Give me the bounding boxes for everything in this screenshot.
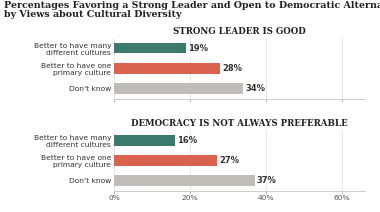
Text: by Views about Cultural Diversity: by Views about Cultural Diversity (4, 10, 181, 18)
Text: Percentages Favoring a Strong Leader and Open to Democratic Alternatives: Percentages Favoring a Strong Leader and… (4, 1, 380, 10)
Bar (114, 63, 220, 74)
Bar (114, 155, 217, 166)
Text: 37%: 37% (257, 176, 277, 185)
Bar (114, 83, 243, 94)
Bar (114, 43, 186, 53)
Text: 28%: 28% (223, 64, 243, 73)
Text: 27%: 27% (219, 156, 239, 165)
Title: DEMOCRACY IS NOT ALWAYS PREFERABLE: DEMOCRACY IS NOT ALWAYS PREFERABLE (131, 119, 348, 128)
Text: 16%: 16% (177, 136, 197, 145)
Bar (114, 135, 175, 146)
Text: 19%: 19% (188, 44, 209, 53)
Bar (114, 176, 255, 186)
Text: 34%: 34% (245, 84, 266, 93)
Title: STRONG LEADER IS GOOD: STRONG LEADER IS GOOD (173, 27, 306, 36)
